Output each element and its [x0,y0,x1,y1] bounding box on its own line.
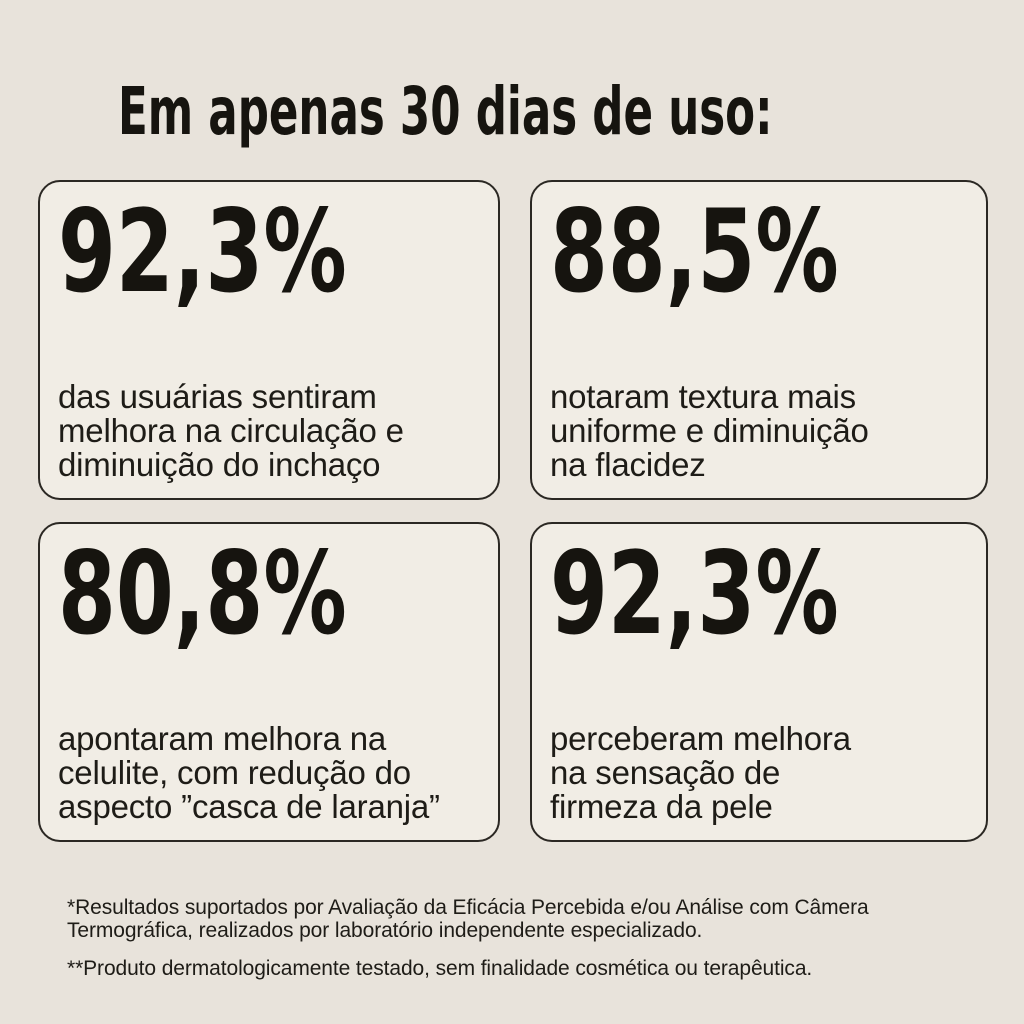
stat-card-firmness: 92,3% perceberam melhora na sensação de … [530,522,988,842]
page-title: Em apenas 30 dias de uso: [118,73,773,150]
stat-card-texture: 88,5% notaram textura mais uniforme e di… [530,180,988,500]
stat-description: notaram textura mais uniforme e diminuiç… [550,378,869,483]
footnote-results: *Resultados suportados por Avaliação da … [67,896,869,942]
stat-card-cellulite: 80,8% apontaram melhora na celulite, com… [38,522,500,842]
stats-grid: 92,3% das usuárias sentiram melhora na c… [38,180,988,842]
stat-description: apontaram melhora na celulite, com reduç… [58,720,440,825]
stat-card-circulation: 92,3% das usuárias sentiram melhora na c… [38,180,500,500]
footnotes: *Resultados suportados por Avaliação da … [67,896,994,981]
stat-description: perceberam melhora na sensação de firmez… [550,720,851,825]
stat-description: das usuárias sentiram melhora na circula… [58,378,404,483]
footnote-disclaimer: **Produto dermatologicamente testado, se… [67,957,813,980]
stat-value: 88,5% [550,185,839,318]
stat-value: 80,8% [58,527,347,660]
stat-value: 92,3% [550,527,839,660]
stat-value: 92,3% [58,185,347,318]
